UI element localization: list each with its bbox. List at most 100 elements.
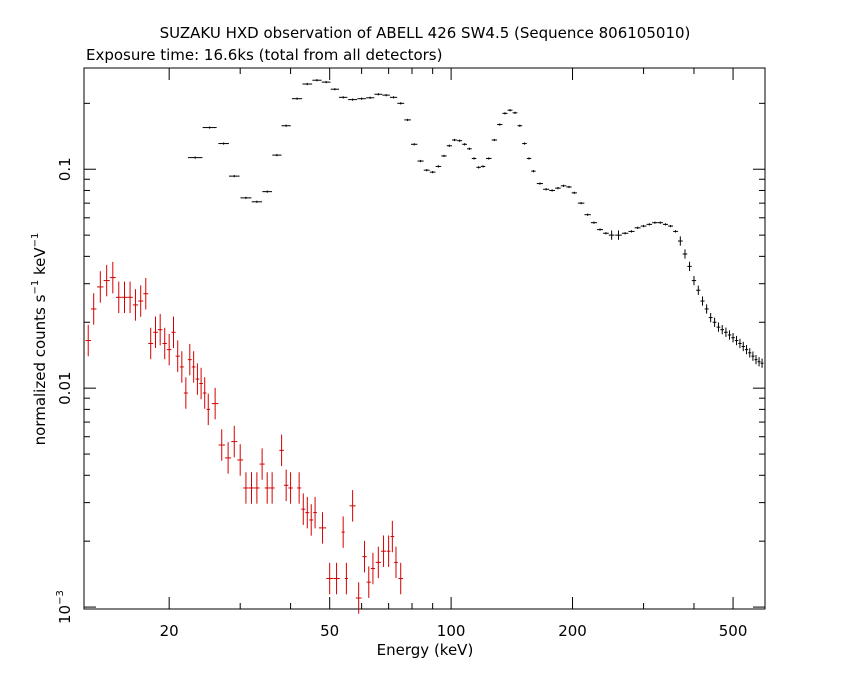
data-point [404,118,411,122]
x-axis-label: Energy (keV) [377,641,474,659]
data-point [313,496,318,529]
data-point [326,562,334,595]
data-point [251,200,263,203]
data-point [375,546,381,579]
data-point [571,191,577,194]
data-point [621,232,629,235]
data-point [615,230,622,240]
data-point [394,546,398,579]
data-point [240,196,252,199]
y-tick-label: 0.1 [56,157,74,181]
data-point [281,124,291,127]
data-point [171,316,176,349]
data-point [127,281,133,314]
data-point [417,159,424,163]
data-point [179,351,184,383]
data-point [381,535,387,567]
data-point [195,363,200,395]
data-point [640,224,647,228]
data-point [321,80,331,84]
data-point [309,504,314,536]
data-point [724,327,728,337]
y-axis-label-middle: keV [31,247,49,280]
data-point [167,333,172,366]
data-point [668,224,674,228]
data-point [103,264,110,297]
data-point [536,182,544,185]
data-point [748,348,752,358]
data-point [584,213,591,216]
data-point [652,221,658,224]
data-point [157,313,163,346]
data-point [517,124,523,127]
data-point [225,442,232,474]
y-axis-label-exponent-2: −1 [30,233,41,248]
data-point [148,327,154,360]
data-point [115,281,122,314]
data-point [687,261,692,272]
data-point [531,170,536,173]
data-point [302,82,313,86]
data-point [228,174,240,178]
x-tick-label: 50 [320,622,339,640]
data-point [608,230,615,240]
data-point [566,185,572,189]
data-point [590,221,597,224]
chart-subtitle: Exposure time: 16.6ks (total from all de… [86,46,442,64]
data-point [435,165,442,168]
data-point [248,472,255,504]
data-point [231,425,238,458]
data-point [423,169,430,172]
data-point [507,109,513,112]
x-tick-label: 500 [719,622,748,640]
data-point [704,304,709,314]
data-point [603,232,609,235]
data-point [543,188,550,191]
data-point [744,344,749,355]
data-point [262,190,273,193]
data-point [132,289,139,321]
data-point [259,448,265,480]
data-series-2 [85,261,404,614]
data-point [491,138,498,142]
data-point [471,157,477,160]
data-point [272,153,282,157]
data-point [657,221,663,224]
data-point [452,138,458,142]
data-point [727,330,732,340]
y-axis-label-prefix: normalized counts s [31,294,49,445]
data-point [288,472,293,504]
x-axis-tick-labels: 20 50 100 200 500 [160,622,748,640]
data-point [397,102,405,105]
data-point [476,166,481,169]
data-point [202,126,217,129]
data-point [526,157,532,160]
data-point [731,333,735,343]
data-point [411,143,418,146]
data-point [716,322,721,332]
data-point [467,147,472,150]
data-point [757,357,761,367]
data-point [374,93,383,96]
y-axis-label: normalized counts s−1 keV−1 [30,233,49,446]
data-point [480,165,486,168]
y-tick-label: 0.01 [56,371,74,404]
data-point [734,335,739,346]
data-point [121,281,128,314]
data-point [162,327,167,360]
data-point [502,112,508,115]
data-point [662,223,669,226]
data-point [389,96,398,99]
plot-frame [83,67,766,610]
data-point [738,338,742,349]
data-point [283,469,289,502]
data-point [362,540,367,573]
data-point [462,143,467,146]
data-point [153,316,158,349]
data-point [312,79,322,82]
data-point [370,552,376,585]
data-point [199,367,203,400]
data-point [597,228,603,231]
y-axis-ticks [84,102,765,608]
data-point [211,387,219,420]
